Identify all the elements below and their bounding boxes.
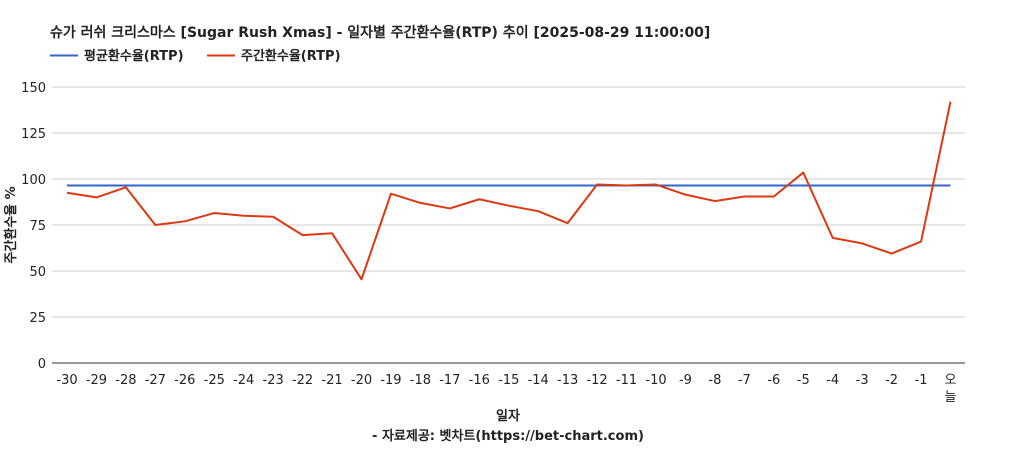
y-tick-label: 50	[29, 265, 46, 280]
x-tick-label: -26	[174, 373, 195, 388]
x-tick-label: -25	[204, 373, 225, 388]
x-tick-label: -5	[797, 373, 810, 388]
x-tick-label: -8	[708, 373, 721, 388]
x-tick-label: -15	[498, 373, 519, 388]
x-tick-label: -30	[56, 373, 77, 388]
x-tick-label: -18	[410, 373, 431, 388]
source-credit: - 자료제공: 벳차트(https://bet-chart.com)	[372, 428, 644, 444]
x-tick-label: -16	[469, 373, 490, 388]
x-tick-label: -28	[115, 373, 136, 388]
y-tick-label: 100	[21, 173, 46, 188]
x-tick-label: -17	[439, 373, 460, 388]
x-tick-label: -14	[528, 373, 549, 388]
x-tick-label: -3	[856, 373, 869, 388]
legend-item-weekly[interactable]: 주간환수율(RTP)	[207, 48, 341, 64]
legend-average-label: 평균환수율(RTP)	[84, 48, 184, 64]
y-tick-label: 75	[29, 219, 46, 234]
y-tick-label: 25	[29, 311, 46, 326]
x-tick-label: -12	[586, 373, 607, 388]
x-tick-label: -7	[738, 373, 751, 388]
legend-item-average[interactable]: 평균환수율(RTP)	[50, 48, 184, 64]
y-tick-label: 0	[38, 357, 46, 372]
x-tick-label: -6	[767, 373, 780, 388]
x-tick-label: -21	[321, 373, 342, 388]
y-tick-label: 150	[21, 81, 46, 96]
legend-weekly-label: 주간환수율(RTP)	[241, 48, 341, 64]
x-tick-label: -11	[616, 373, 637, 388]
x-axis-label: 일자	[496, 409, 520, 424]
x-tick-label: -24	[233, 373, 254, 388]
x-tick-label: -4	[826, 373, 839, 388]
x-tick-label: -9	[679, 373, 692, 388]
x-tick-label: -19	[380, 373, 401, 388]
chart-title: 슈가 러쉬 크리스마스 [Sugar Rush Xmas] - 일자별 주간환수…	[50, 24, 710, 41]
x-tick-label: -29	[86, 373, 107, 388]
x-tick-label: -20	[351, 373, 372, 388]
series-line-weekly[interactable]	[67, 102, 951, 280]
grid	[52, 87, 965, 363]
x-tick-label: -10	[645, 373, 666, 388]
x-tick-label: -13	[557, 373, 578, 388]
y-tick-label: 125	[21, 127, 46, 142]
x-tick-label: -1	[915, 373, 928, 388]
series-layer	[67, 102, 951, 280]
x-tick-label: -23	[263, 373, 284, 388]
y-axis-ticks: 0 25 50 75 100 125 150	[21, 81, 46, 372]
x-tick-label: -22	[292, 373, 313, 388]
y-axis-label: 주간환수율 %	[3, 186, 19, 263]
x-tick-label: -27	[145, 373, 166, 388]
legend: 평균환수율(RTP) 주간환수율(RTP)	[50, 48, 341, 64]
x-tick-label: -2	[885, 373, 898, 388]
x-axis-ticks: -30-29-28-27-26-25-24-23-22-21-20-19-18-…	[56, 373, 956, 405]
